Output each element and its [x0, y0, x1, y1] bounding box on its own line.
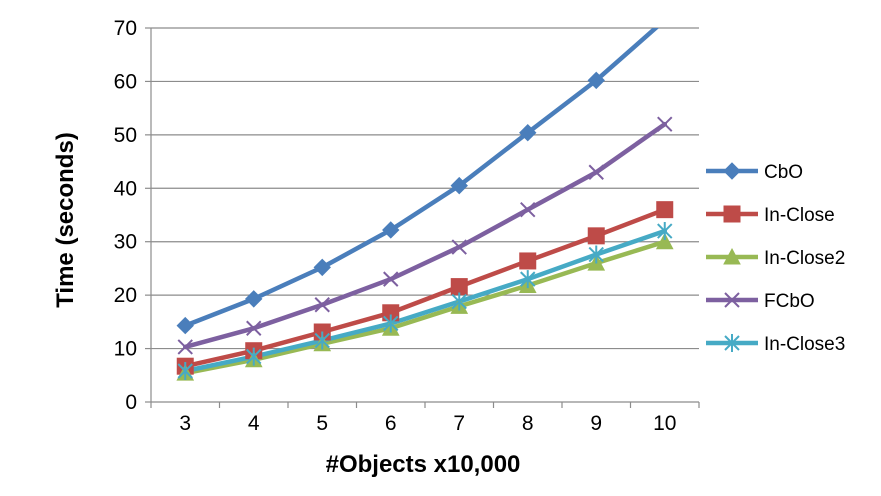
series-line-fcbo [183, 121, 667, 350]
data-point-cbo [519, 124, 537, 142]
data-point-cbo [587, 71, 605, 90]
legend-label-in-close2: In-Close2 [764, 248, 845, 269]
data-point-in-close3 [520, 270, 536, 289]
data-point-fcbo [657, 116, 673, 132]
gridlines [151, 27, 699, 350]
axes: 0 10 20 30 40 50 60 70 3 4 5 6 7 8 9 10 [114, 17, 700, 435]
series-line-in-close [183, 207, 667, 369]
y-tick-label: 20 [114, 284, 137, 307]
y-axis-title: Time (seconds) [52, 132, 79, 308]
data-point-fcbo [314, 297, 330, 313]
y-tick-label: 40 [114, 177, 137, 200]
data-point-in-close [587, 227, 605, 245]
data-point-in-close3 [383, 314, 399, 333]
x-tick-label: 10 [653, 412, 676, 435]
data-point-in-close [519, 252, 537, 270]
legend-label-cbo: CbO [764, 162, 803, 183]
y-tick-label: 50 [114, 124, 137, 147]
markers-group [176, 71, 674, 381]
x-tick-label: 5 [316, 412, 328, 435]
data-point-fcbo [246, 320, 262, 336]
y-tick-label: 30 [114, 231, 137, 254]
data-point-fcbo [383, 271, 399, 287]
legend-marker-in-close2 [723, 247, 741, 265]
y-tick-label: 10 [114, 338, 137, 361]
y-tick-label: 60 [114, 70, 137, 93]
x-tick-label: 3 [179, 412, 191, 435]
series-line-in-close2 [183, 239, 667, 376]
data-point-cbo [382, 221, 400, 239]
data-point-in-close3 [246, 347, 262, 366]
data-point-in-close2 [655, 232, 674, 250]
x-tick-label: 6 [385, 412, 397, 435]
legend: CbO In-Close In-Close2 FCbO In-Close3 [706, 162, 845, 355]
data-point-fcbo [177, 339, 193, 355]
x-tick-label: 7 [453, 412, 465, 435]
x-tick-label: 8 [522, 412, 534, 435]
legend-marker-in-close [723, 205, 741, 223]
x-tick-label: 9 [590, 412, 602, 435]
series-line-cbo [183, 28, 660, 328]
data-point-in-close3 [451, 292, 467, 311]
data-point-cbo [313, 258, 331, 277]
legend-label-in-close3: In-Close3 [764, 334, 845, 355]
series-group [183, 28, 667, 376]
data-point-in-close3 [314, 331, 330, 350]
data-point-fcbo [451, 239, 467, 255]
data-point-fcbo [588, 164, 604, 180]
data-point-in-close3 [657, 222, 673, 241]
legend-marker-in-close3 [724, 334, 740, 352]
data-point-cbo [176, 316, 194, 335]
legend-marker-cbo [723, 162, 741, 180]
legend-label-in-close: In-Close [764, 205, 835, 226]
series-line-in-close3 [183, 228, 667, 374]
data-point-cbo [450, 176, 468, 195]
x-axis-title: #Objects x10,000 [326, 451, 521, 478]
data-point-in-close [450, 278, 468, 296]
legend-label-fcbo: FCbO [764, 291, 815, 312]
data-point-in-close [656, 201, 674, 219]
y-tick-label: 0 [125, 391, 137, 414]
y-tick-label: 70 [114, 17, 137, 40]
data-point-cbo [245, 290, 263, 308]
data-point-in-close3 [588, 245, 604, 264]
data-point-in-close3 [177, 362, 193, 381]
legend-marker-fcbo [724, 292, 740, 308]
x-tick-label: 4 [248, 412, 260, 435]
data-point-fcbo [520, 201, 536, 218]
